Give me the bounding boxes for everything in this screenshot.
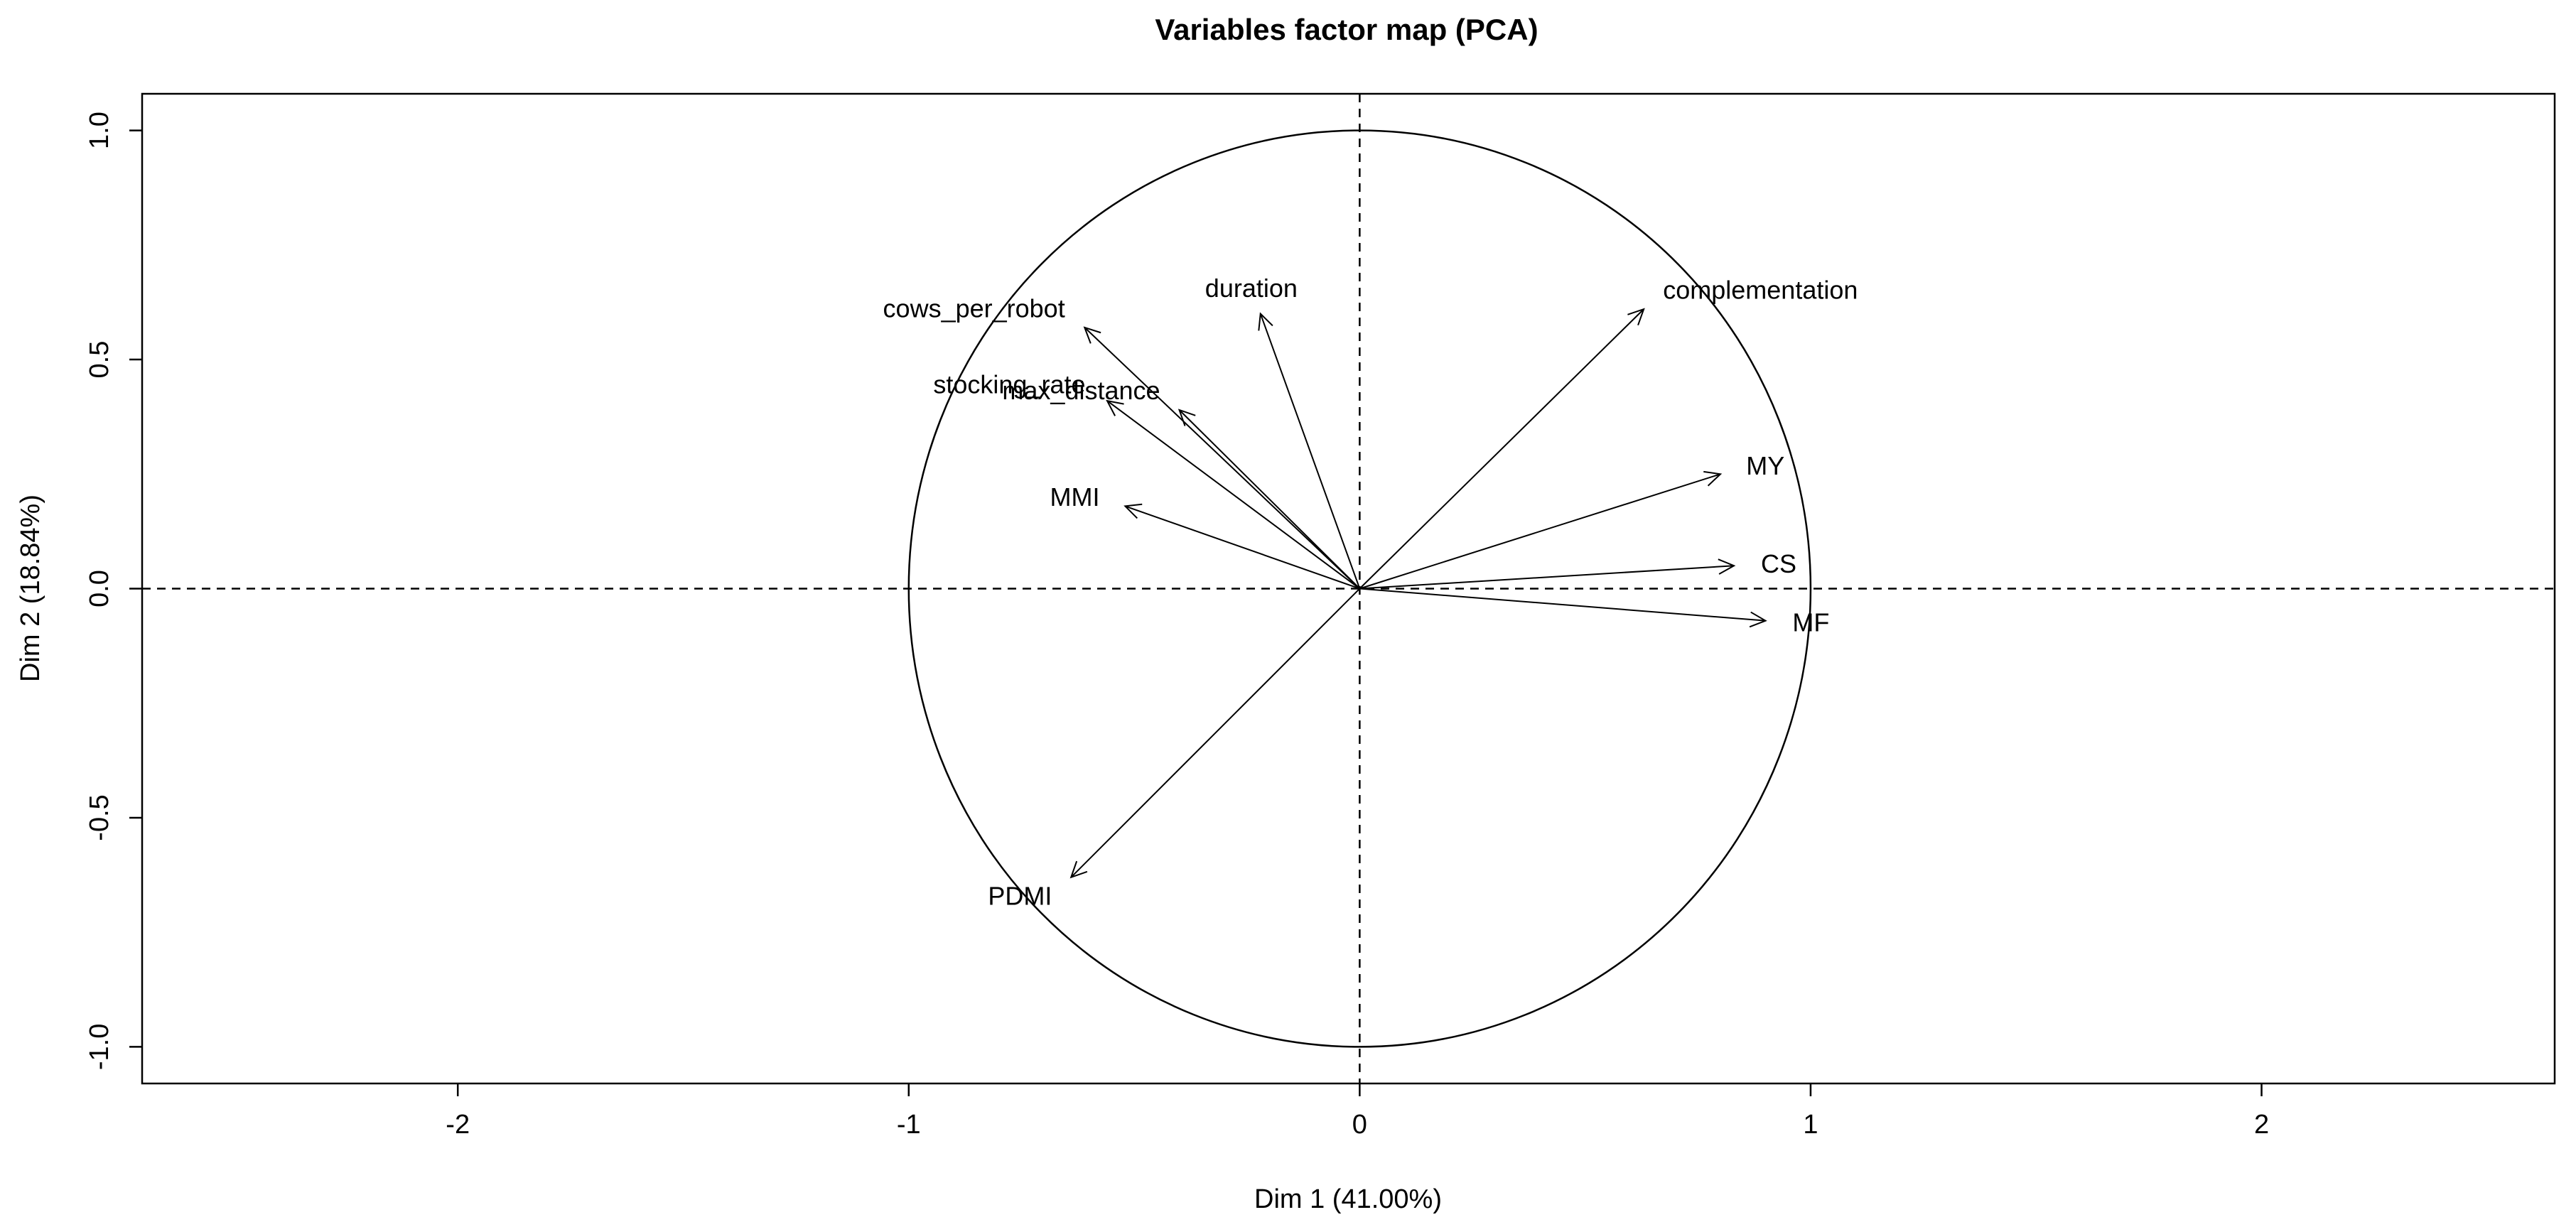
variable-label-max-distance: max_distance [1002,376,1160,405]
chart-title: Variables factor map (PCA) [1155,13,1538,46]
variable-arrow-duration [1258,312,1361,589]
variable-arrow-cows-per-robot [1083,326,1361,590]
variable-label-cs: CS [1761,549,1796,578]
variable-arrow-pdmi [1069,588,1361,879]
variable-arrow-max-distance [1177,409,1361,590]
y-tick-label: 1.0 [85,112,114,149]
x-tick-label: -2 [446,1110,470,1140]
y-tick-label: 0.0 [85,570,114,607]
y-tick-label: 0.5 [85,341,114,379]
x-axis: -2 -1 0 1 2 [446,1083,2269,1140]
x-axis-label: Dim 1 (41.00%) [1254,1184,1442,1214]
variable-label-cows-per-robot: cows_per_robot [883,294,1065,323]
variable-arrow-mmi [1123,503,1360,590]
correlation-circle [907,129,1812,1048]
reference-lines [142,94,2555,1083]
variable-label-my: MY [1746,451,1784,480]
y-axis-label: Dim 2 (18.84%) [16,494,45,682]
variable-label-duration: duration [1205,274,1298,303]
variable-label-mf: MF [1792,608,1829,637]
variable-arrow-mf [1359,588,1767,628]
variable-arrow-complementation [1359,308,1645,590]
variable-label-pdmi: PDMI [988,882,1052,911]
variable-arrow-cs [1359,558,1736,590]
y-axis: -1.0 -0.5 0.0 0.5 1.0 [85,112,142,1070]
x-tick-label: -1 [897,1110,921,1140]
variable-label-complementation: complementation [1663,275,1858,304]
variable-arrow-my [1359,470,1723,590]
variable-label-mmi: MMI [1050,482,1100,512]
variable-arrows [1069,308,1767,879]
variable-labels: duration cows_per_robot stocking_ratemax_d… [883,274,1858,911]
correlation-circle-layer [907,129,1812,1048]
x-tick-label: 0 [1352,1110,1367,1140]
x-tick-label: 2 [2254,1110,2269,1140]
x-tick-label: 1 [1803,1110,1818,1140]
variable-label-stocking-rate: stocking_rate [933,369,1085,399]
y-tick-label: -1.0 [85,1024,114,1070]
variable-arrow-stocking-rate [1106,399,1360,590]
y-tick-label: -0.5 [85,794,114,840]
